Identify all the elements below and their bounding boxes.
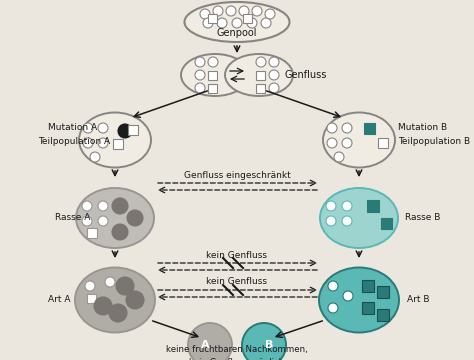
Circle shape (83, 123, 93, 133)
Ellipse shape (323, 112, 395, 167)
Circle shape (105, 277, 115, 287)
Circle shape (208, 57, 218, 67)
Circle shape (326, 216, 336, 226)
Circle shape (188, 323, 232, 360)
Text: A: A (201, 340, 210, 350)
Circle shape (342, 123, 352, 133)
Circle shape (239, 6, 249, 16)
Circle shape (126, 291, 144, 309)
Circle shape (112, 198, 128, 214)
Bar (209, 13, 218, 22)
Circle shape (265, 9, 275, 19)
Circle shape (98, 123, 108, 133)
Bar (256, 71, 265, 80)
Circle shape (242, 323, 286, 360)
Bar (87, 228, 97, 238)
Bar (362, 280, 374, 292)
Bar (113, 139, 123, 149)
Text: Art B: Art B (407, 296, 429, 305)
Circle shape (232, 18, 242, 28)
Bar (377, 286, 389, 298)
Circle shape (326, 201, 336, 211)
Circle shape (112, 224, 128, 240)
Ellipse shape (75, 267, 155, 333)
Text: Genfluss: Genfluss (285, 70, 328, 80)
Bar (128, 125, 138, 135)
Text: kein Genfluss: kein Genfluss (207, 251, 267, 260)
Text: Genpool: Genpool (217, 28, 257, 38)
Ellipse shape (184, 2, 290, 42)
Ellipse shape (181, 54, 249, 96)
Circle shape (327, 123, 337, 133)
Bar (367, 200, 379, 212)
Circle shape (343, 291, 353, 301)
Circle shape (127, 210, 143, 226)
Text: Genfluss eingeschränkt: Genfluss eingeschränkt (183, 171, 291, 180)
Circle shape (213, 6, 223, 16)
Circle shape (328, 281, 338, 291)
Text: keine fruchtbaren Nachkommen,
kein Genfluss möglich: keine fruchtbaren Nachkommen, kein Genfl… (166, 345, 308, 360)
Circle shape (90, 152, 100, 162)
Circle shape (269, 57, 279, 67)
Circle shape (94, 297, 112, 315)
Circle shape (269, 70, 279, 80)
Circle shape (261, 18, 271, 28)
Ellipse shape (225, 54, 293, 96)
Circle shape (342, 201, 352, 211)
Text: Teilpopulation A: Teilpopulation A (38, 136, 110, 145)
Ellipse shape (76, 188, 154, 248)
Circle shape (334, 152, 344, 162)
Bar (209, 71, 218, 80)
Text: Rasse B: Rasse B (405, 213, 440, 222)
Ellipse shape (79, 112, 151, 167)
Circle shape (226, 6, 236, 16)
Circle shape (256, 57, 266, 67)
Text: Mutation B: Mutation B (398, 123, 447, 132)
Bar (244, 13, 253, 22)
Bar (256, 84, 265, 93)
Circle shape (98, 201, 108, 211)
Bar (377, 309, 389, 321)
Circle shape (342, 216, 352, 226)
Circle shape (195, 57, 205, 67)
Circle shape (195, 70, 205, 80)
Text: kein Genfluss: kein Genfluss (207, 278, 267, 287)
Circle shape (98, 216, 108, 226)
Circle shape (109, 304, 127, 322)
Bar (88, 293, 97, 302)
Text: B: B (265, 340, 273, 350)
Circle shape (327, 138, 337, 148)
Circle shape (252, 6, 262, 16)
Circle shape (116, 277, 134, 295)
Ellipse shape (320, 188, 398, 248)
Circle shape (203, 18, 213, 28)
Circle shape (247, 18, 257, 28)
Circle shape (328, 303, 338, 313)
Bar (209, 84, 218, 93)
Circle shape (85, 281, 95, 291)
Text: Rasse A: Rasse A (55, 213, 91, 222)
Text: Mutation A: Mutation A (48, 123, 97, 132)
Text: Art A: Art A (48, 296, 71, 305)
Circle shape (82, 216, 92, 226)
Circle shape (118, 124, 132, 138)
Circle shape (82, 201, 92, 211)
Circle shape (98, 138, 108, 148)
Circle shape (195, 83, 205, 93)
Bar (378, 138, 388, 148)
Bar (365, 122, 375, 134)
Circle shape (200, 9, 210, 19)
Text: Teilpopulation B: Teilpopulation B (398, 136, 470, 145)
Bar (362, 302, 374, 314)
Circle shape (342, 138, 352, 148)
Ellipse shape (319, 267, 399, 333)
Circle shape (217, 18, 227, 28)
Circle shape (83, 138, 93, 148)
Bar (382, 217, 392, 229)
Circle shape (269, 83, 279, 93)
